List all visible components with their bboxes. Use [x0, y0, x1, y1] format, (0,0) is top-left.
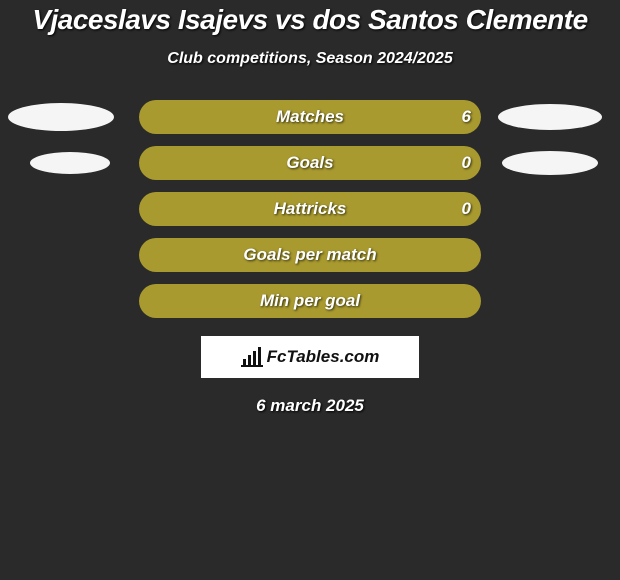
page-title: Vjaceslavs Isajevs vs dos Santos Clement… — [0, 4, 620, 36]
stat-bar: Goals 0 — [139, 146, 481, 180]
stat-row: Goals 0 — [0, 146, 620, 180]
stat-row: Hattricks 0 — [0, 192, 620, 226]
player-left-marker — [8, 103, 114, 131]
stat-bar: Goals per match — [139, 238, 481, 272]
stat-row: Min per goal — [0, 284, 620, 318]
source-logo-text: FcTables.com — [267, 347, 380, 367]
stat-label: Goals per match — [243, 245, 376, 265]
stat-bar: Min per goal — [139, 284, 481, 318]
subtitle: Club competitions, Season 2024/2025 — [0, 50, 620, 68]
stat-value: 0 — [462, 199, 471, 219]
stat-row: Goals per match — [0, 238, 620, 272]
stat-label: Hattricks — [274, 199, 347, 219]
stat-value: 6 — [462, 107, 471, 127]
stat-row: Matches 6 — [0, 100, 620, 134]
stat-label: Goals — [286, 153, 333, 173]
bar-chart-icon — [241, 347, 263, 367]
stat-bar: Matches 6 — [139, 100, 481, 134]
player-right-marker — [498, 104, 602, 130]
stat-label: Min per goal — [260, 291, 360, 311]
player-right-marker — [502, 151, 598, 175]
stat-rows: Matches 6 Goals 0 Hattricks 0 Goals per … — [0, 100, 620, 318]
date-label: 6 march 2025 — [0, 396, 620, 416]
stat-bar: Hattricks 0 — [139, 192, 481, 226]
player-left-marker — [30, 152, 110, 174]
stat-value: 0 — [462, 153, 471, 173]
comparison-infographic: Vjaceslavs Isajevs vs dos Santos Clement… — [0, 0, 620, 416]
stat-label: Matches — [276, 107, 344, 127]
source-logo: FcTables.com — [201, 336, 419, 378]
